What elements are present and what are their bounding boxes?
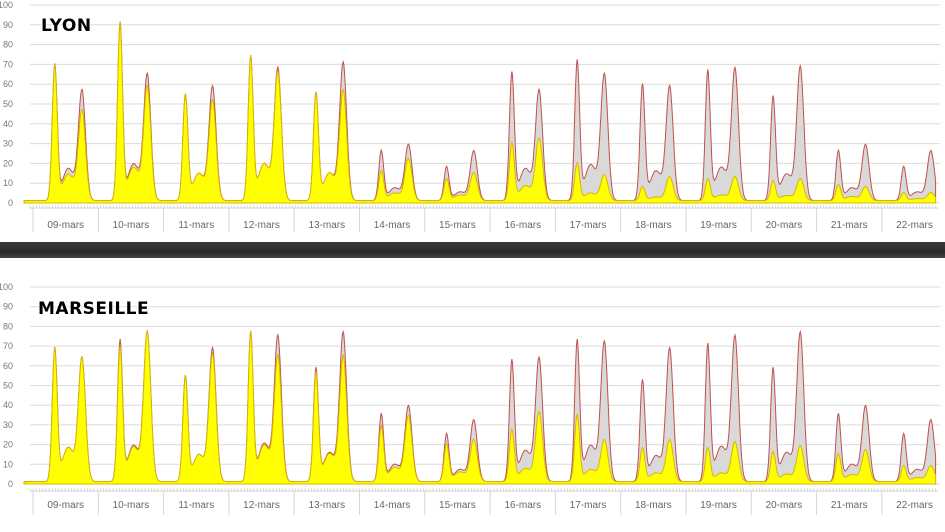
x-tick-label: 20-mars (766, 500, 803, 511)
x-tick-label: 16-mars (504, 220, 541, 231)
x-tick-label: 22-mars (896, 220, 933, 231)
x-tick-label: 15-mars (439, 220, 476, 231)
x-tick-label: 19-mars (700, 220, 737, 231)
x-tick-label: 19-mars (700, 500, 737, 511)
marseille-chart-panel: 0 10 20 30 40 50 60 70 80 90 100 09-mars 10-mars 11-m… (0, 258, 945, 532)
x-tick-label: 09-mars (47, 220, 84, 231)
y-tick-label: 80 (3, 40, 13, 50)
x-tick-label: 17-mars (570, 500, 607, 511)
lyon-area-chart: 0 10 20 30 40 50 60 70 80 90 100 09-mars 10-mars 11-m… (0, 0, 940, 232)
y-tick-label: 40 (3, 119, 13, 129)
x-tick-label: 18-mars (635, 500, 672, 511)
y-tick-label: 10 (3, 459, 13, 469)
x-tick-label: 12-mars (243, 500, 280, 511)
x-tick-label: 14-mars (374, 220, 411, 231)
marseille-area-chart: 0 10 20 30 40 50 60 70 80 90 100 09-mars 10-mars 11-m… (0, 282, 940, 515)
y-tick-label: 90 (3, 302, 13, 312)
x-tick-label: 17-mars (570, 220, 607, 231)
y-tick-label: 50 (3, 99, 13, 109)
x-tick-label: 12-mars (243, 220, 280, 231)
x-tick-label: 16-mars (504, 500, 541, 511)
y-tick-label: 60 (3, 79, 13, 89)
x-tick-label: 09-mars (47, 500, 84, 511)
y-tick-label: 20 (3, 440, 13, 450)
x-tick-label: 10-mars (113, 500, 150, 511)
marseille-series-highlight-area (23, 329, 937, 485)
y-tick-label: 70 (3, 341, 13, 351)
x-tick-label: 15-mars (439, 500, 476, 511)
x-tick-label: 11-mars (178, 500, 214, 511)
x-tick-label: 13-mars (308, 220, 345, 231)
lyon-series-total-area (23, 21, 937, 204)
y-tick-label: 0 (8, 198, 13, 208)
marseille-chart-title: MARSEILLE (38, 299, 150, 319)
y-tick-label: 90 (3, 20, 13, 30)
y-tick-label: 80 (3, 321, 13, 331)
y-tick-label: 30 (3, 139, 13, 149)
y-tick-label: 20 (3, 158, 13, 168)
y-tick-label: 50 (3, 381, 13, 391)
y-tick-label: 70 (3, 59, 13, 69)
y-tick-label: 100 (0, 282, 13, 292)
lyon-series-highlight-area (23, 21, 937, 204)
panel-divider (0, 242, 945, 258)
y-tick-label: 40 (3, 400, 13, 410)
x-tick-label: 18-mars (635, 220, 672, 231)
y-tick-label: 100 (0, 0, 13, 10)
y-tick-label: 30 (3, 420, 13, 430)
x-tick-label: 11-mars (178, 220, 214, 231)
y-tick-label: 60 (3, 361, 13, 371)
x-tick-label: 21-mars (831, 500, 868, 511)
x-tick-label: 10-mars (113, 220, 150, 231)
y-tick-label: 0 (8, 479, 13, 489)
x-tick-label: 14-mars (374, 500, 411, 511)
x-tick-label: 20-mars (766, 220, 803, 231)
x-tick-label: 13-mars (308, 500, 345, 511)
x-tick-label: 22-mars (896, 500, 933, 511)
y-tick-label: 10 (3, 178, 13, 188)
x-tick-label: 21-mars (831, 220, 868, 231)
lyon-chart-title: LYON (41, 16, 92, 36)
lyon-chart-panel: 0 10 20 30 40 50 60 70 80 90 100 09-mars 10-mars 11-m… (0, 0, 945, 242)
